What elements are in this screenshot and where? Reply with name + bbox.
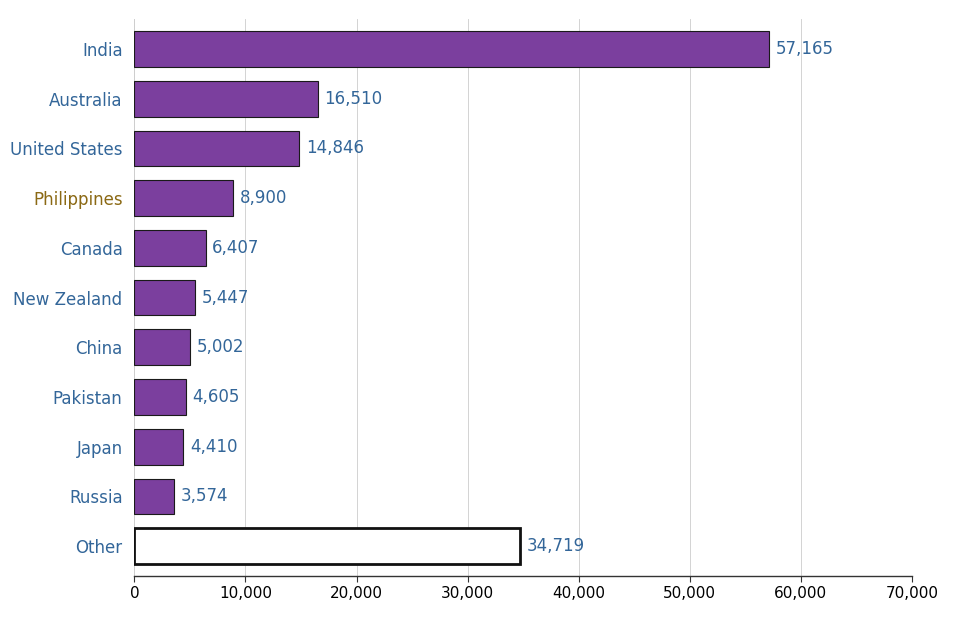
Text: 14,846: 14,846 [306, 140, 364, 157]
Text: 5,447: 5,447 [202, 289, 249, 307]
Text: 5,002: 5,002 [197, 339, 244, 356]
Bar [134, 230, 205, 266]
Text: 6,407: 6,407 [212, 239, 259, 257]
Text: 4,410: 4,410 [190, 438, 237, 456]
Bar [134, 479, 174, 515]
Text: 34,719: 34,719 [527, 537, 585, 555]
Bar [134, 429, 183, 465]
Bar [134, 379, 185, 415]
Text: 16,510: 16,510 [324, 90, 383, 108]
Text: 8,900: 8,900 [240, 189, 287, 207]
Text: 3,574: 3,574 [180, 488, 228, 506]
Bar [134, 280, 195, 316]
Text: 57,165: 57,165 [776, 40, 834, 58]
Bar [134, 31, 769, 67]
Bar [134, 180, 233, 216]
Bar [134, 131, 300, 166]
Text: 4,605: 4,605 [192, 388, 240, 406]
Bar [134, 528, 520, 564]
Bar [134, 330, 190, 365]
Bar [134, 81, 318, 116]
